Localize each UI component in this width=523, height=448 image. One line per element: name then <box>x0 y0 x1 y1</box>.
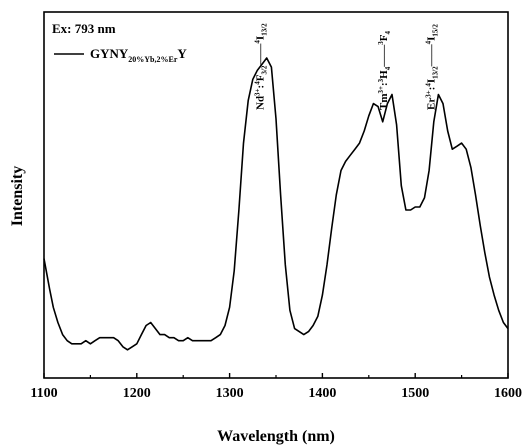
x-axis-title: Wavelength (nm) <box>217 428 335 445</box>
annotation-tm-text: Tm3+:3H4——3F4 <box>377 31 392 110</box>
annotation-nd-to: I <box>255 36 267 40</box>
annotation-nd-from: F <box>255 74 267 81</box>
annotation-er-from_sub: 13/2 <box>432 66 440 79</box>
annotation-nd-from_sub: 3/2 <box>261 65 269 74</box>
legend-sub: 20%Yb,2%Er <box>128 55 178 64</box>
annotation-tm-ion_sup: 3+ <box>377 86 385 94</box>
annotation-er: Er3+:4I13/2——4I15/2 <box>425 24 440 110</box>
peak-annotations: Nd3+:4F3/2——4I13/2Tm3+:3H4——3F4Er3+:4I13… <box>254 23 440 110</box>
x-axis-ticks <box>43 373 509 378</box>
annotation-tm-from_sup: 3 <box>377 78 385 82</box>
x-tick-label: 1500 <box>401 386 429 401</box>
annotation-tm: Tm3+:3H4——3F4 <box>377 31 392 110</box>
annotation-er-ion: Er <box>426 98 438 110</box>
annotation-er-to: I <box>426 37 438 41</box>
annotation-nd-ion_sup: 3+ <box>254 88 262 96</box>
annotation-tm-from: H <box>378 70 390 79</box>
series-line-0 <box>43 57 509 351</box>
annotation-nd: Nd3+:4F3/2——4I13/2 <box>254 23 269 110</box>
annotation-tm-arrow: —— <box>378 44 390 68</box>
x-axis-tick-labels: 1100 1200 1300 1400 1500 1600 <box>30 386 522 401</box>
excitation-label: Ex: 793 nm <box>52 21 116 36</box>
annotation-er-to_sup: 4 <box>425 40 433 44</box>
annotation-nd-from_sup: 4 <box>254 81 262 85</box>
legend-tail: Y <box>177 46 187 61</box>
annotation-nd-colon: : <box>255 85 267 89</box>
annotation-nd-ion: Nd <box>255 96 267 110</box>
annotation-tm-colon: : <box>378 82 390 86</box>
annotation-er-arrow: —— <box>426 43 438 67</box>
annotation-tm-to_sup: 3 <box>377 41 385 45</box>
annotation-er-ion_sup: 3+ <box>425 90 433 98</box>
x-tick-label: 1100 <box>30 386 57 401</box>
annotation-tm-ion: Tm <box>378 94 390 111</box>
annotation-er-text: Er3+:4I13/2——4I15/2 <box>425 24 440 110</box>
x-tick-label: 1300 <box>216 386 244 401</box>
legend: GYNY20%Yb,2%ErY <box>54 46 187 64</box>
x-tick-label: 1600 <box>494 386 522 401</box>
legend-base: GYNY <box>90 46 129 61</box>
annotation-er-from: I <box>426 79 438 83</box>
annotation-nd-arrow: —— <box>255 43 267 67</box>
annotation-tm-to: F <box>378 34 390 41</box>
y-axis-title: Intensity <box>9 166 26 226</box>
series-layer <box>43 57 509 351</box>
annotation-nd-to_sub: 13/2 <box>261 23 269 36</box>
annotation-er-from_sup: 4 <box>425 83 433 87</box>
annotation-er-to_sub: 15/2 <box>432 24 440 37</box>
annotation-tm-to_sub: 4 <box>384 31 392 35</box>
annotation-nd-to_sup: 4 <box>254 40 262 44</box>
annotation-tm-from_sub: 4 <box>384 66 392 70</box>
legend-label: GYNY20%Yb,2%ErY <box>90 46 187 64</box>
x-tick-label: 1200 <box>123 386 151 401</box>
annotation-er-colon: : <box>426 87 438 91</box>
x-tick-label: 1400 <box>308 386 336 401</box>
annotation-nd-text: Nd3+:4F3/2——4I13/2 <box>254 23 269 110</box>
